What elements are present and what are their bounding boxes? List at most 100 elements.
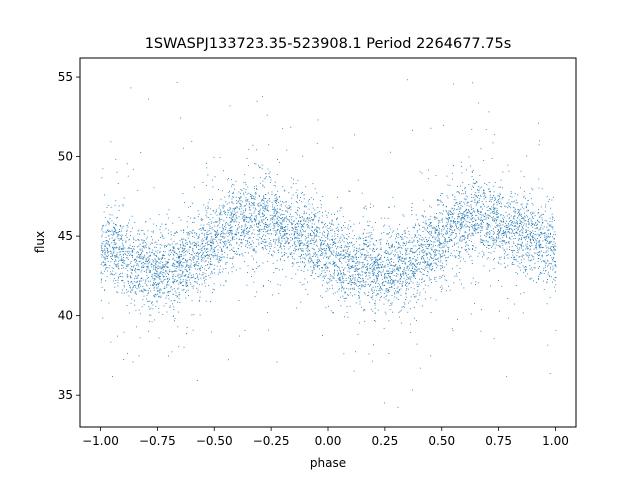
- data-point: [371, 289, 373, 291]
- data-point: [258, 228, 260, 230]
- data-point: [154, 258, 156, 260]
- data-point: [313, 198, 314, 200]
- data-point: [519, 244, 521, 245]
- data-point: [227, 240, 229, 241]
- data-point: [262, 235, 263, 237]
- data-point: [421, 256, 423, 258]
- data-point: [445, 245, 447, 247]
- data-point: [223, 204, 225, 206]
- data-point: [253, 188, 255, 189]
- data-point: [159, 288, 161, 290]
- data-point: [531, 236, 533, 237]
- data-point: [447, 249, 449, 251]
- data-point: [153, 281, 154, 283]
- data-point: [275, 234, 277, 236]
- data-point: [187, 275, 189, 277]
- data-point: [415, 235, 416, 237]
- data-point: [539, 247, 541, 249]
- data-point: [212, 252, 214, 253]
- data-point: [539, 243, 541, 245]
- data-point: [551, 276, 552, 278]
- data-point: [372, 247, 374, 249]
- data-point: [462, 222, 464, 223]
- data-point: [268, 144, 270, 146]
- data-point: [199, 269, 201, 271]
- data-point: [549, 242, 551, 244]
- data-point: [258, 165, 259, 167]
- data-point: [355, 271, 357, 272]
- data-point: [516, 202, 518, 204]
- data-point: [225, 222, 227, 224]
- data-point: [228, 217, 230, 218]
- data-point: [225, 263, 227, 265]
- data-point: [319, 260, 320, 261]
- data-point: [112, 234, 114, 236]
- data-point: [202, 238, 204, 240]
- data-point: [192, 202, 194, 204]
- data-point: [489, 196, 491, 198]
- data-point: [346, 306, 348, 308]
- data-point: [354, 274, 356, 276]
- data-point: [327, 267, 329, 268]
- data-point: [487, 223, 488, 225]
- data-point: [234, 221, 236, 223]
- data-point: [175, 266, 177, 267]
- data-point: [371, 297, 373, 299]
- data-point: [404, 258, 406, 259]
- data-point: [138, 245, 140, 247]
- data-point: [402, 245, 404, 246]
- data-point: [328, 258, 330, 260]
- data-point: [126, 305, 128, 306]
- data-point: [392, 279, 394, 281]
- data-point: [463, 211, 465, 212]
- data-point: [205, 260, 207, 262]
- data-point: [192, 258, 194, 260]
- data-point: [408, 253, 410, 255]
- data-point: [207, 244, 209, 245]
- data-point: [263, 248, 264, 250]
- data-point: [501, 221, 503, 223]
- data-point: [350, 288, 351, 290]
- data-point: [147, 265, 149, 267]
- data-point: [397, 255, 399, 257]
- data-point: [492, 238, 494, 240]
- data-point: [401, 246, 403, 248]
- data-point: [499, 192, 501, 194]
- data-point: [225, 262, 227, 264]
- data-point: [486, 223, 488, 225]
- data-point: [522, 227, 523, 229]
- data-point: [232, 249, 234, 251]
- data-point: [234, 214, 235, 215]
- data-point: [481, 186, 483, 188]
- data-point: [373, 205, 375, 207]
- data-point: [524, 215, 525, 217]
- data-point: [266, 230, 268, 232]
- data-point: [490, 208, 492, 210]
- data-point: [478, 102, 480, 104]
- data-point: [472, 245, 473, 246]
- data-point: [305, 238, 307, 239]
- data-point: [166, 295, 168, 297]
- data-point: [531, 269, 533, 271]
- data-point: [204, 255, 206, 257]
- data-point: [281, 256, 283, 257]
- data-point: [390, 244, 392, 246]
- data-point: [155, 259, 156, 261]
- data-point: [357, 268, 358, 270]
- data-point: [333, 251, 335, 253]
- data-point: [520, 234, 522, 236]
- data-point: [354, 235, 355, 237]
- data-point: [397, 237, 399, 238]
- data-point: [284, 230, 286, 232]
- data-point: [112, 270, 114, 272]
- data-point: [472, 248, 473, 249]
- data-point: [198, 278, 200, 280]
- data-point: [252, 203, 253, 204]
- data-point: [498, 232, 500, 234]
- data-point: [239, 206, 241, 207]
- data-point: [194, 281, 196, 283]
- data-point: [435, 217, 437, 219]
- data-point: [254, 198, 256, 200]
- data-point: [391, 283, 393, 285]
- data-point: [126, 225, 128, 226]
